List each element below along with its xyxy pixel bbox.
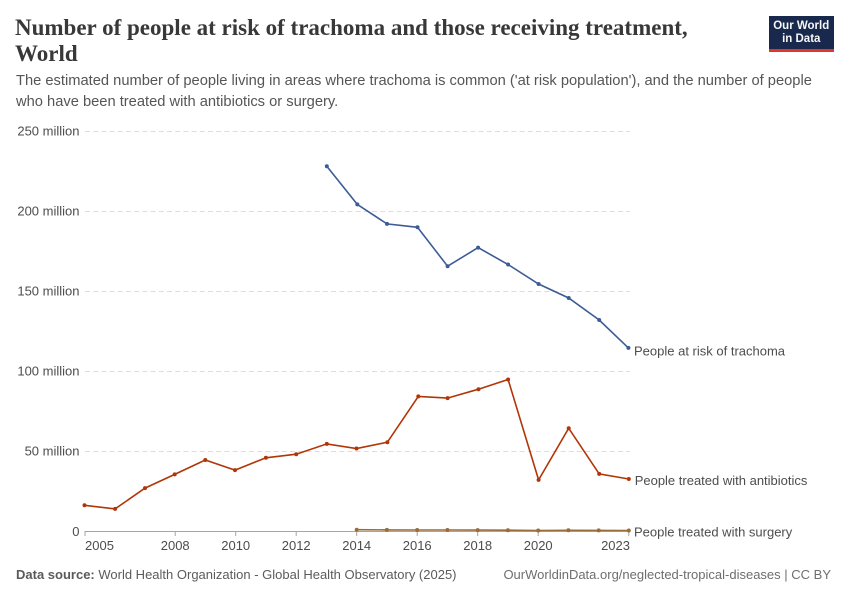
svg-text:2016: 2016 (403, 538, 432, 553)
svg-text:2010: 2010 (221, 538, 250, 553)
svg-text:People treated with antibiotic: People treated with antibiotics (635, 473, 808, 488)
svg-text:People treated with surgery: People treated with surgery (634, 524, 793, 539)
svg-text:2018: 2018 (463, 538, 492, 553)
svg-text:2008: 2008 (161, 538, 190, 553)
svg-text:100 million: 100 million (17, 364, 79, 379)
svg-text:2005: 2005 (85, 538, 114, 553)
svg-text:2014: 2014 (342, 538, 371, 553)
svg-text:2012: 2012 (282, 538, 311, 553)
svg-text:2023: 2023 (601, 538, 630, 553)
svg-text:250 million: 250 million (17, 124, 79, 139)
svg-text:2020: 2020 (524, 538, 553, 553)
svg-text:200 million: 200 million (17, 204, 79, 219)
svg-text:People at risk of trachoma: People at risk of trachoma (634, 343, 786, 358)
svg-text:0: 0 (72, 524, 79, 539)
svg-text:50 million: 50 million (25, 444, 80, 459)
svg-text:150 million: 150 million (17, 284, 79, 299)
